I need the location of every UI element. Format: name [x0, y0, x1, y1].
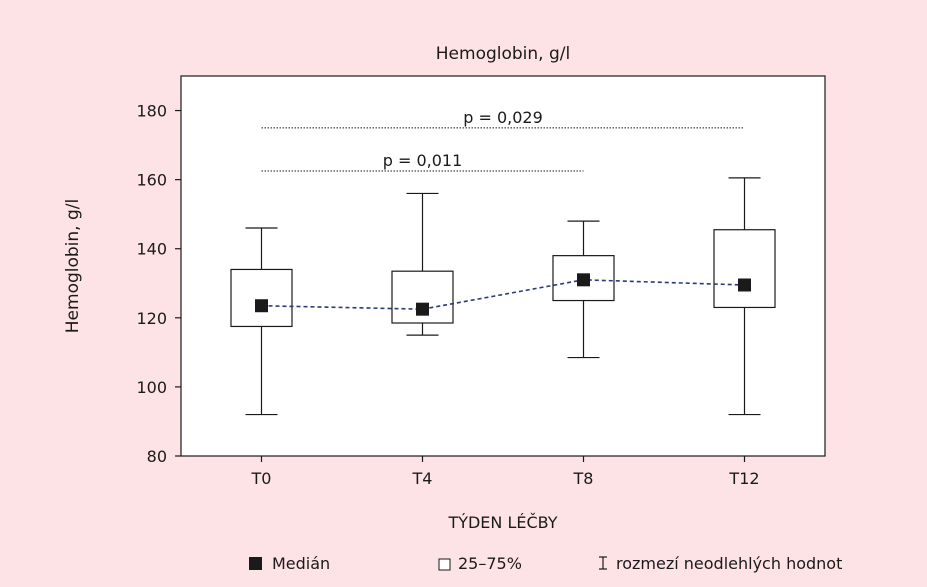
y-tick-label: 80 — [147, 447, 167, 466]
legend-iqr-label: 25–75% — [458, 554, 522, 573]
median-marker-t8 — [577, 273, 590, 287]
x-axis: T0 T4 T8 T12 — [251, 456, 760, 488]
x-tick-label: T8 — [573, 469, 594, 488]
y-tick-label: 120 — [136, 309, 167, 328]
legend-whisker-symbol — [599, 556, 607, 570]
median-trend — [255, 273, 751, 316]
y-axis: 80 100 120 140 160 180 — [136, 102, 181, 466]
significance-label: p = 0,011 — [383, 151, 463, 170]
chart-title: Hemoglobin, g/l — [436, 44, 570, 64]
x-tick-label: T12 — [728, 469, 759, 488]
x-axis-label: TÝDEN LÉČBY — [447, 513, 557, 532]
box-t12 — [713, 177, 776, 416]
legend-median-symbol — [249, 557, 262, 570]
significance-annotations: p = 0,029 p = 0,011 — [261, 108, 745, 172]
significance-label: p = 0,029 — [463, 108, 543, 127]
iqr-box — [230, 268, 293, 328]
legend-whisker-label: rozmezí neodlehlých hodnot — [616, 554, 842, 573]
median-marker-t4 — [416, 302, 429, 316]
median-marker-t12 — [738, 278, 751, 292]
box-t0 — [230, 227, 293, 416]
median-marker-t0 — [255, 299, 268, 313]
y-tick-label: 160 — [136, 171, 167, 190]
x-tick-label: T0 — [251, 469, 272, 488]
legend-median-label: Medián — [272, 554, 330, 573]
y-tick-label: 140 — [136, 240, 167, 259]
iqr-box — [713, 229, 776, 309]
x-tick-label: T4 — [412, 469, 433, 488]
legend-iqr-symbol — [438, 558, 451, 571]
legend: Medián 25–75% rozmezí neodlehlých hodnot — [249, 554, 842, 573]
y-axis-label: Hemoglobin, g/l — [63, 199, 83, 333]
y-tick-label: 100 — [136, 378, 167, 397]
median-trend-line — [261, 279, 745, 310]
y-tick-label: 180 — [136, 102, 167, 121]
